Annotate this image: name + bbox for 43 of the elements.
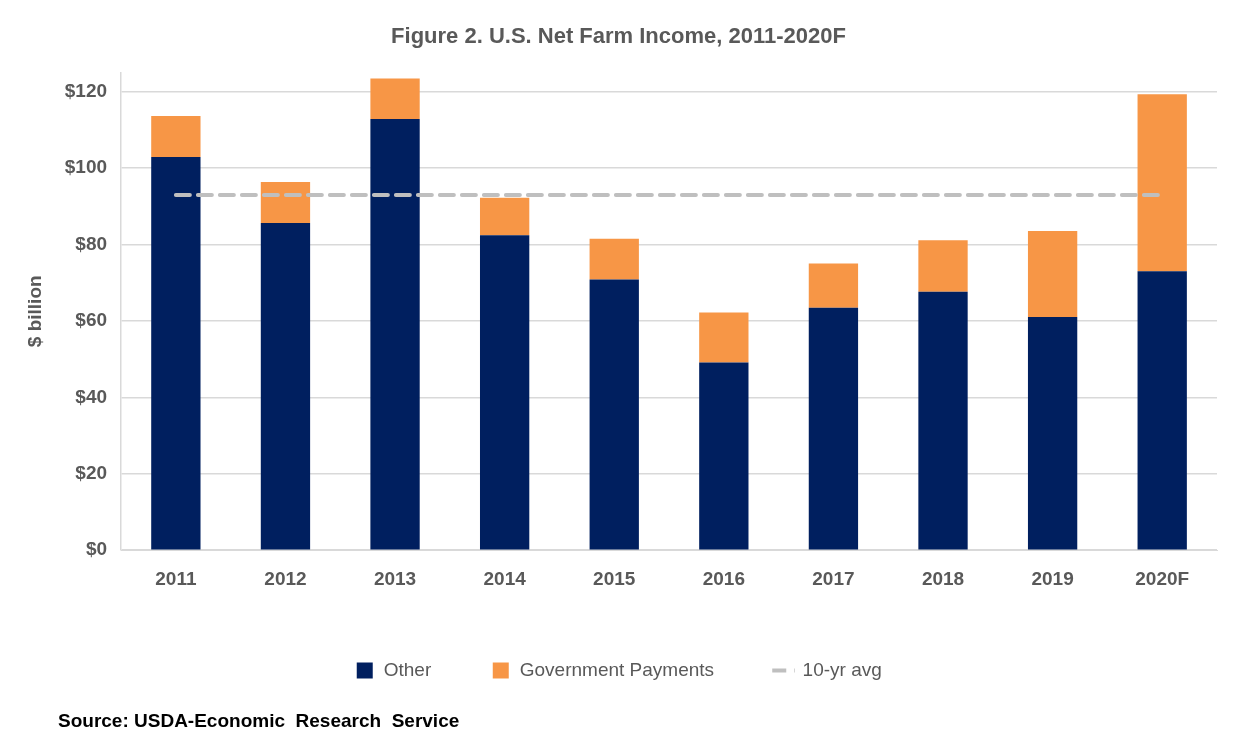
bar xyxy=(260,182,311,223)
y-tick-label: $100 xyxy=(64,156,108,178)
x-tick-label: 2016 xyxy=(702,567,745,589)
x-tick-label: 2017 xyxy=(812,567,855,589)
x-tick-label: 2011 xyxy=(155,567,197,589)
bar xyxy=(370,78,420,120)
x-tick-label: 2013 xyxy=(373,567,417,589)
bar xyxy=(589,238,639,280)
bar xyxy=(151,115,201,157)
y-tick-label: $0 xyxy=(85,538,108,560)
x-tick-label: 2012 xyxy=(264,567,307,589)
bar xyxy=(918,291,968,550)
bar xyxy=(1027,231,1078,318)
bar xyxy=(699,312,749,363)
bar xyxy=(479,235,530,550)
bar xyxy=(699,362,749,550)
bar xyxy=(918,240,968,292)
bar xyxy=(1027,317,1078,550)
legend-label: Other xyxy=(383,658,432,680)
chart-title: Figure 2. U.S. Net Farm Income, 2011-2020F xyxy=(391,23,846,49)
legend-label: 10-yr avg xyxy=(802,658,882,680)
y-tick-label: $120 xyxy=(64,79,108,101)
legend-label: Government Payments xyxy=(519,658,715,680)
bar xyxy=(370,119,420,550)
x-tick-label: 2018 xyxy=(921,567,965,589)
bar xyxy=(808,307,859,550)
x-tick-label: 2020F xyxy=(1135,567,1190,589)
bar xyxy=(589,279,639,550)
bar xyxy=(479,197,530,236)
y-tick-label: $80 xyxy=(75,232,108,254)
x-tick-label: 2019 xyxy=(1031,567,1074,589)
bar xyxy=(151,156,201,550)
y-tick-label: $40 xyxy=(75,385,108,407)
bar xyxy=(808,263,859,308)
bar xyxy=(1137,94,1187,272)
source-note: Source: USDA-Economic Research Service xyxy=(58,710,460,732)
bar xyxy=(1137,271,1187,550)
x-tick-label: 2015 xyxy=(593,567,636,589)
y-tick-label: $20 xyxy=(75,461,108,483)
bar xyxy=(260,223,311,550)
x-tick-label: 2014 xyxy=(483,567,527,589)
y-tick-label: $60 xyxy=(75,309,108,331)
y-axis-title: $ billion xyxy=(23,275,45,348)
